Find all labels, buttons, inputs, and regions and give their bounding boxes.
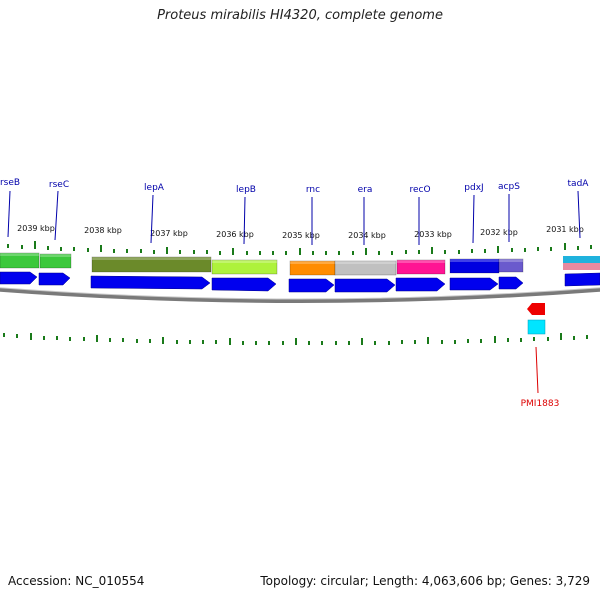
gene-leader-line: [577, 190, 581, 239]
scale-label: 2034 kbp: [348, 231, 386, 240]
scale-label: 2038 kbp: [84, 226, 122, 235]
gene-label-PMI1883[interactable]: PMI1883: [521, 399, 560, 409]
gene-bar-highlight: [499, 259, 523, 262]
gene-bar-tadA-secondary[interactable]: [563, 263, 600, 270]
scale-label: 2032 kbp: [480, 228, 518, 237]
gene-bar-highlight: [212, 260, 277, 263]
scale-label: 2035 kbp: [282, 231, 320, 240]
accession-label: Accession: NC_010554: [8, 574, 145, 588]
gene-bar-highlight: [40, 254, 71, 257]
gene-bar-highlight: [450, 259, 499, 262]
gene-bar-highlight: [397, 260, 445, 263]
gene-bar-rseC[interactable]: [39, 253, 72, 269]
gene-leader-line: [7, 190, 11, 238]
map-title: Proteus mirabilis HI4320, complete genom…: [157, 8, 443, 23]
minus-cds-arrow[interactable]: [527, 303, 545, 315]
gene-bar-lepA[interactable]: [91, 256, 212, 273]
scale-label: 2036 kbp: [216, 230, 254, 239]
cds-arrow[interactable]: [498, 276, 524, 290]
gene-label-rseB[interactable]: rseB: [0, 178, 20, 188]
genome-backbone: [0, 287, 600, 303]
gene-bar-rseB[interactable]: [0, 252, 40, 269]
gene-bar-recO[interactable]: [396, 259, 446, 275]
scale-label: 2031 kbp: [546, 225, 584, 234]
scale-label: 2039 kbp: [17, 224, 55, 233]
cds-arrow[interactable]: [334, 278, 396, 293]
gene-label-era[interactable]: era: [358, 185, 373, 195]
gene-bar-era[interactable]: [334, 260, 397, 276]
gene-leader-line: [54, 190, 59, 241]
gene-label-lepA[interactable]: lepA: [144, 183, 165, 193]
cds-arrow[interactable]: [38, 272, 71, 286]
gene-bar-highlight: [290, 261, 335, 264]
gene-bar-acpS[interactable]: [498, 258, 524, 273]
cds-arrow[interactable]: [288, 278, 335, 293]
cds-arrow[interactable]: [395, 277, 446, 292]
scale-label: 2037 kbp: [150, 229, 188, 238]
gene-label-rseC[interactable]: rseC: [49, 180, 69, 190]
lower-tick-row: [3, 333, 588, 345]
gene-label-pdxJ[interactable]: pdxJ: [464, 183, 483, 193]
gene-bar-lepB[interactable]: [211, 259, 278, 275]
upper-tick-row: [7, 241, 592, 255]
gene-label-acpS[interactable]: acpS: [498, 182, 520, 192]
minus-gene-leader-line: [535, 346, 539, 394]
cds-arrow[interactable]: [564, 272, 600, 287]
scale-label: 2033 kbp: [414, 230, 452, 239]
gene-category-track: [0, 252, 600, 276]
genome-backbone-highlight: [0, 287, 600, 300]
genome-summary: Topology: circular; Length: 4,063,606 bp…: [260, 574, 590, 588]
gene-bar-highlight: [0, 253, 39, 256]
gene-leader-line: [243, 196, 246, 245]
gene-label-rnc[interactable]: rnc: [306, 185, 320, 195]
gene-bar-tadA[interactable]: [563, 256, 600, 263]
gene-bar-highlight: [335, 261, 396, 264]
gene-label-recO[interactable]: recO: [409, 185, 430, 195]
minus-category-box[interactable]: [527, 319, 546, 335]
cds-arrow[interactable]: [90, 275, 211, 290]
cds-arrow[interactable]: [211, 277, 277, 292]
cds-arrow[interactable]: [0, 271, 38, 285]
gene-bar-highlight: [92, 257, 211, 260]
cds-track: [0, 271, 600, 293]
gene-leader-line: [150, 194, 154, 244]
gene-label-tadA[interactable]: tadA: [568, 179, 590, 189]
gene-label-lepB[interactable]: lepB: [236, 185, 256, 195]
cds-arrow[interactable]: [449, 277, 499, 291]
gene-leader-line: [472, 194, 475, 244]
